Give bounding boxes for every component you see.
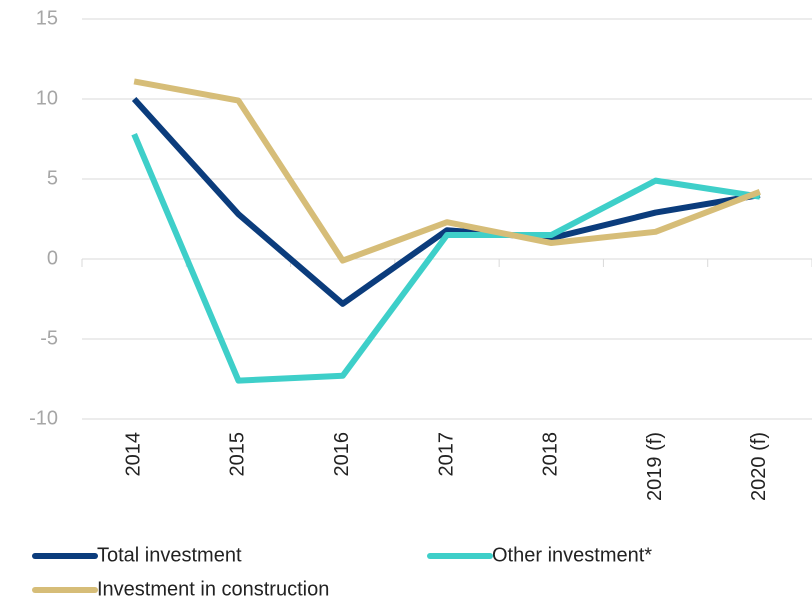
series-line: [133, 78, 761, 264]
series-line: [131, 133, 761, 384]
x-tick-label: 2015: [227, 432, 249, 477]
y-tick-label: 5: [47, 167, 58, 189]
legend-label: Total investment: [97, 544, 242, 566]
y-tick-label: -5: [40, 327, 58, 349]
series-line: [131, 96, 761, 307]
legend-label: Other investment*: [492, 544, 652, 566]
x-tick-label: 2017: [435, 432, 457, 477]
x-tick-label: 2016: [331, 432, 353, 477]
y-tick-label: 15: [36, 7, 58, 29]
y-tick-label: -10: [29, 407, 58, 429]
y-tick-label: 0: [47, 247, 58, 269]
y-tick-label: 10: [36, 87, 58, 109]
x-tick-label: 2014: [122, 432, 144, 477]
x-tick-label: 2019 (f): [644, 432, 666, 501]
legend-label: Investment in construction: [97, 578, 329, 600]
x-tick-label: 2018: [540, 432, 562, 477]
x-tick-label: 2020 (f): [748, 432, 770, 501]
